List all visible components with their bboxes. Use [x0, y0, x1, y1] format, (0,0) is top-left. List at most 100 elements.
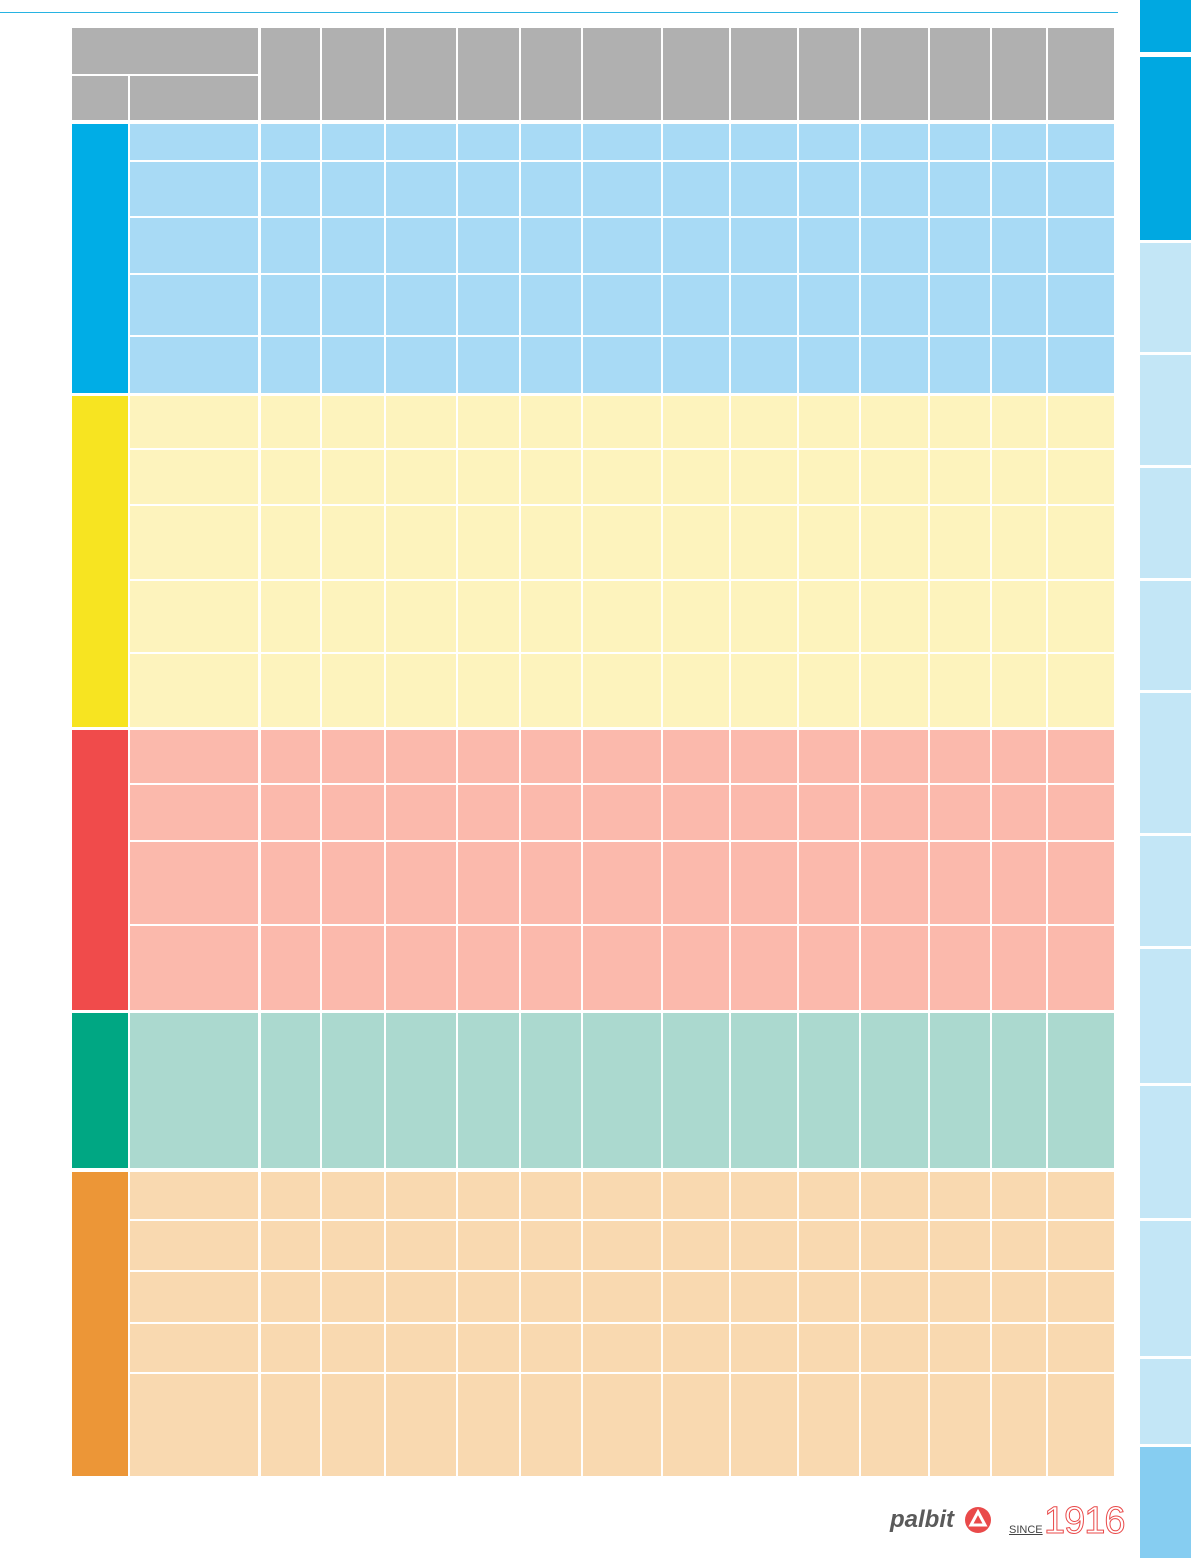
header-cell — [992, 28, 1046, 120]
cell — [322, 162, 384, 216]
cell — [992, 506, 1046, 579]
cell — [663, 450, 729, 504]
tab — [1140, 355, 1191, 465]
cell — [799, 275, 859, 335]
cell — [261, 506, 320, 579]
brand-icon — [965, 1507, 991, 1533]
cell — [458, 396, 519, 448]
cell — [731, 124, 797, 160]
cell — [731, 506, 797, 579]
header-cell — [1048, 28, 1114, 120]
cell — [799, 1013, 859, 1168]
cell — [663, 1374, 729, 1476]
cell — [663, 337, 729, 393]
header-cell — [261, 28, 320, 120]
cell — [458, 581, 519, 652]
cell — [731, 730, 797, 783]
cell — [458, 1013, 519, 1168]
cell — [130, 1013, 258, 1168]
cell — [861, 785, 928, 840]
cell — [521, 275, 581, 335]
cell — [663, 218, 729, 273]
cell — [583, 124, 661, 160]
cell — [583, 337, 661, 393]
cell — [322, 1374, 384, 1476]
cell — [663, 124, 729, 160]
cell — [583, 1374, 661, 1476]
cell — [130, 654, 258, 727]
cell — [731, 1221, 797, 1270]
cell — [130, 1172, 258, 1219]
tab — [1140, 581, 1191, 690]
cell — [731, 450, 797, 504]
cell — [386, 1221, 456, 1270]
group-bar — [72, 1013, 128, 1168]
header-cell — [663, 28, 729, 120]
cell — [992, 842, 1046, 924]
cell — [1048, 581, 1114, 652]
cell — [322, 926, 384, 1010]
cell — [992, 926, 1046, 1010]
since: SINCE — [1009, 1524, 1043, 1536]
header-cell — [130, 76, 258, 120]
cell — [386, 581, 456, 652]
cell — [663, 730, 729, 783]
cell — [1048, 337, 1114, 393]
cell — [663, 1221, 729, 1270]
cell — [130, 842, 258, 924]
cell — [930, 1013, 990, 1168]
cell — [1048, 218, 1114, 273]
header-cell — [930, 28, 990, 120]
group-bar — [72, 124, 128, 393]
cell — [458, 275, 519, 335]
cell — [583, 842, 661, 924]
cell — [930, 926, 990, 1010]
header-cell — [72, 28, 258, 74]
cell — [930, 785, 990, 840]
cell — [731, 337, 797, 393]
cell — [663, 1172, 729, 1219]
cell — [1048, 450, 1114, 504]
header-cell — [458, 28, 519, 120]
cell — [458, 124, 519, 160]
cell — [521, 842, 581, 924]
cell — [861, 1221, 928, 1270]
cell — [799, 1324, 859, 1372]
cell — [261, 1221, 320, 1270]
cell — [322, 654, 384, 727]
cell — [930, 581, 990, 652]
cell — [992, 124, 1046, 160]
cell — [386, 275, 456, 335]
cell — [861, 1013, 928, 1168]
cell — [1048, 785, 1114, 840]
cell — [731, 1374, 797, 1476]
cell — [130, 926, 258, 1010]
cell — [930, 1172, 990, 1219]
cell — [663, 926, 729, 1010]
cell — [663, 654, 729, 727]
cell — [1048, 1172, 1114, 1219]
cell — [930, 1272, 990, 1322]
cell — [799, 396, 859, 448]
tab — [1140, 243, 1191, 352]
cell — [458, 1221, 519, 1270]
cell — [930, 1324, 990, 1372]
cell — [1048, 1013, 1114, 1168]
cell — [322, 218, 384, 273]
cell — [799, 654, 859, 727]
cell — [731, 1013, 797, 1168]
cell — [930, 218, 990, 273]
cell — [130, 275, 258, 335]
cell — [130, 1324, 258, 1372]
cell — [799, 785, 859, 840]
cell — [458, 730, 519, 783]
cell — [861, 1374, 928, 1476]
cell — [521, 450, 581, 504]
cell — [322, 337, 384, 393]
cell — [930, 1374, 990, 1476]
tab — [1140, 0, 1191, 52]
header-cell — [322, 28, 384, 120]
cell — [663, 275, 729, 335]
cell — [861, 218, 928, 273]
